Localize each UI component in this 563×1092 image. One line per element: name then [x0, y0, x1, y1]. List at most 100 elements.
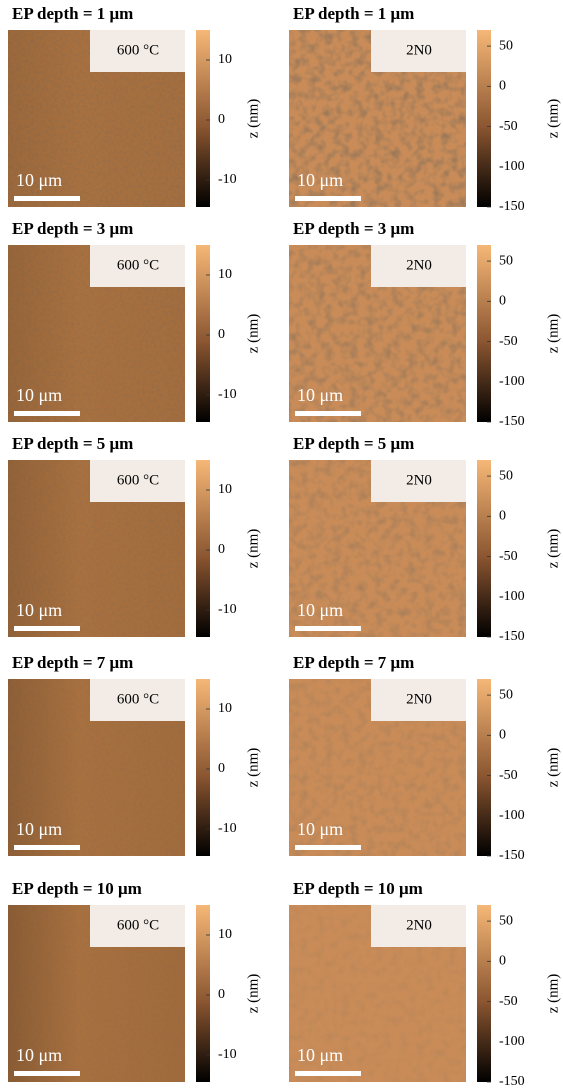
colorbar-tick-label: 0 [499, 728, 506, 743]
colorbar-tick-label: 50 [499, 468, 513, 483]
sample-label: 600 °C [117, 257, 159, 273]
scale-bar-label: 10 μm [16, 600, 62, 620]
scale-bar-label: 10 μm [16, 819, 62, 839]
colorbar-label: z (nm) [245, 974, 261, 1014]
colorbar-tick-label: -150 [499, 1074, 525, 1089]
label-box [371, 905, 466, 947]
label-box [90, 245, 185, 287]
colorbar-tick-label: -150 [499, 848, 525, 863]
panel-title: EP depth = 7 μm [12, 653, 133, 672]
colorbar [477, 679, 491, 856]
scale-bar-label: 10 μm [16, 1045, 62, 1065]
scale-bar-label: 10 μm [297, 1045, 343, 1065]
label-box [90, 905, 185, 947]
colorbar-label: z (nm) [545, 529, 561, 569]
colorbar-label: z (nm) [245, 99, 261, 139]
colorbar-tick-label: 0 [218, 327, 225, 342]
sample-label: 2N0 [406, 42, 432, 58]
panel-title: EP depth = 7 μm [293, 653, 414, 672]
colorbar-tick-label: 0 [218, 987, 225, 1002]
sample-label: 2N0 [406, 917, 432, 933]
sample-label: 2N0 [406, 691, 432, 707]
colorbar [196, 905, 210, 1082]
colorbar-label: z (nm) [545, 748, 561, 788]
colorbar-label: z (nm) [245, 748, 261, 788]
scale-bar-label: 10 μm [297, 170, 343, 190]
panel-title: EP depth = 3 μm [12, 219, 133, 238]
sample-label: 2N0 [406, 472, 432, 488]
scale-bar [295, 1071, 361, 1076]
colorbar-tick-label: -10 [218, 172, 237, 187]
colorbar-tick-label: -100 [499, 1034, 525, 1049]
colorbar-tick-label: 10 [218, 701, 232, 716]
scale-bar [295, 845, 361, 850]
scale-bar-label: 10 μm [297, 600, 343, 620]
scale-bar [14, 411, 80, 416]
colorbar-tick-label: -50 [499, 119, 518, 134]
colorbar-label: z (nm) [545, 314, 561, 354]
colorbar-tick-label: 0 [499, 509, 506, 524]
colorbar-tick-label: -150 [499, 629, 525, 644]
colorbar-tick-label: 10 [218, 927, 232, 942]
sample-label: 600 °C [117, 42, 159, 58]
colorbar-tick-label: -100 [499, 808, 525, 823]
panel-title: EP depth = 10 μm [293, 879, 423, 898]
colorbar-tick-label: 0 [499, 79, 506, 94]
scale-bar [14, 1071, 80, 1076]
colorbar-label: z (nm) [245, 314, 261, 354]
colorbar-tick-label: -10 [218, 602, 237, 617]
colorbar-tick-label: -10 [218, 821, 237, 836]
colorbar-tick-label: 0 [499, 954, 506, 969]
colorbar [196, 30, 210, 207]
colorbar-label: z (nm) [545, 974, 561, 1014]
colorbar-tick-label: 0 [499, 294, 506, 309]
label-box [371, 30, 466, 72]
sample-label: 600 °C [117, 472, 159, 488]
scale-bar [295, 411, 361, 416]
colorbar-tick-label: -100 [499, 589, 525, 604]
sample-label: 2N0 [406, 257, 432, 273]
colorbar [477, 245, 491, 422]
colorbar-tick-label: -100 [499, 374, 525, 389]
label-box [90, 679, 185, 721]
colorbar [477, 460, 491, 637]
colorbar-tick-label: 50 [499, 253, 513, 268]
colorbar [196, 460, 210, 637]
colorbar-tick-label: -150 [499, 199, 525, 214]
colorbar-tick-label: 0 [218, 542, 225, 557]
panel-title: EP depth = 1 μm [293, 4, 414, 23]
colorbar-tick-label: -50 [499, 994, 518, 1009]
colorbar [196, 679, 210, 856]
panel-title: EP depth = 10 μm [12, 879, 142, 898]
colorbar-tick-label: 0 [218, 761, 225, 776]
colorbar-tick-label: 50 [499, 913, 513, 928]
sample-label: 600 °C [117, 691, 159, 707]
colorbar-tick-label: 10 [218, 52, 232, 67]
label-box [371, 460, 466, 502]
colorbar [477, 30, 491, 207]
scale-bar-label: 10 μm [16, 170, 62, 190]
colorbar-tick-label: 10 [218, 267, 232, 282]
label-box [371, 679, 466, 721]
label-box [90, 460, 185, 502]
colorbar-tick-label: 50 [499, 687, 513, 702]
colorbar-tick-label: -10 [218, 1047, 237, 1062]
panel-title: EP depth = 3 μm [293, 219, 414, 238]
colorbar-tick-label: 0 [218, 112, 225, 127]
colorbar-tick-label: -150 [499, 414, 525, 429]
colorbar-label: z (nm) [545, 99, 561, 139]
scale-bar [295, 196, 361, 201]
scale-bar [14, 626, 80, 631]
scale-bar-label: 10 μm [297, 385, 343, 405]
panel-title: EP depth = 1 μm [12, 4, 133, 23]
colorbar-label: z (nm) [245, 529, 261, 569]
sample-label: 600 °C [117, 917, 159, 933]
scale-bar [14, 196, 80, 201]
colorbar [196, 245, 210, 422]
label-box [371, 245, 466, 287]
colorbar-tick-label: -10 [218, 387, 237, 402]
colorbar-tick-label: 10 [218, 482, 232, 497]
scale-bar [14, 845, 80, 850]
colorbar-tick-label: -50 [499, 549, 518, 564]
